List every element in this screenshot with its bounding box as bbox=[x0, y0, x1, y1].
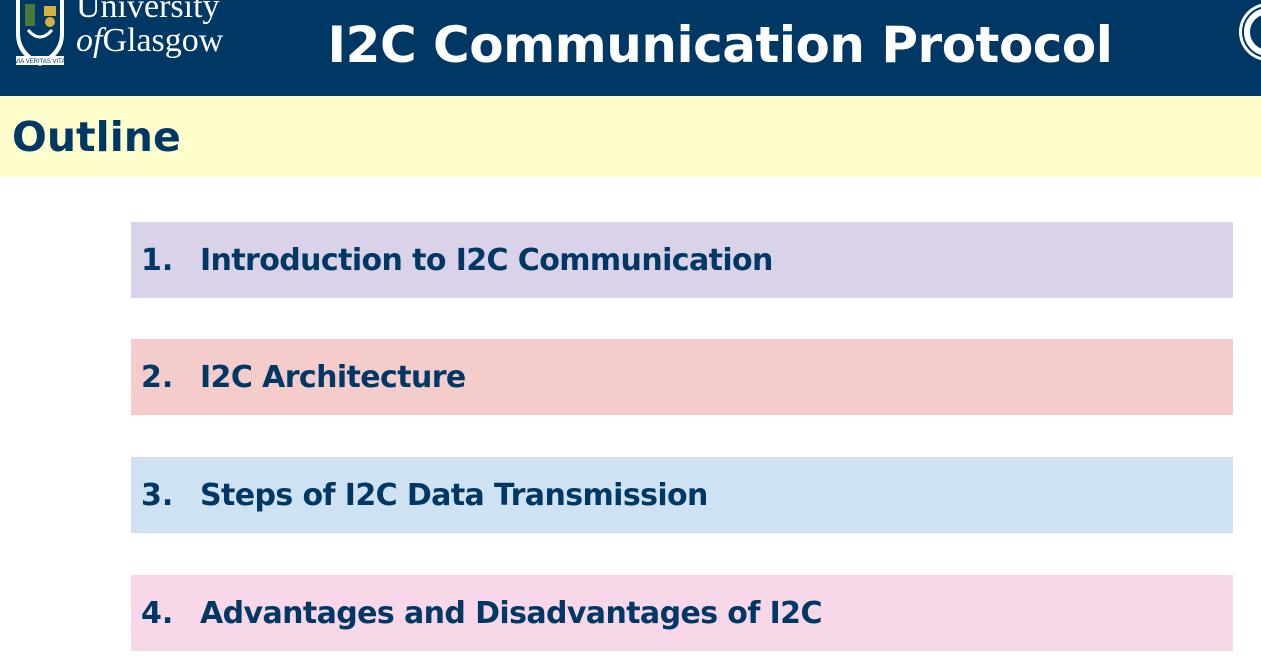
outline-item-label: Advantages and Disadvantages of I2C bbox=[200, 595, 822, 631]
outline-title: Outline bbox=[12, 113, 181, 161]
outline-heading-bar: Outline bbox=[0, 96, 1261, 177]
outline-item-label: Introduction to I2C Communication bbox=[200, 242, 773, 278]
outline-item-label: Steps of I2C Data Transmission bbox=[200, 477, 708, 513]
university-crest-icon: VIA VERITAS VITA bbox=[15, 0, 66, 66]
seal-icon bbox=[1239, 3, 1261, 61]
header-bar: VIA VERITAS VITA University ofGlasgow I2… bbox=[0, 0, 1261, 96]
page-title: I2C Communication Protocol bbox=[327, 16, 1113, 74]
outline-item-2: 2. I2C Architecture bbox=[131, 339, 1233, 415]
outline-item-1: 1. Introduction to I2C Communication bbox=[131, 222, 1233, 298]
wordmark-of: of bbox=[76, 22, 103, 59]
outline-item-3: 3. Steps of I2C Data Transmission bbox=[131, 457, 1233, 533]
outline-item-number: 4. bbox=[141, 595, 174, 631]
outline-item-number: 2. bbox=[141, 359, 174, 395]
outline-item-4: 4. Advantages and Disadvantages of I2C bbox=[131, 575, 1233, 651]
university-logo: VIA VERITAS VITA University ofGlasgow bbox=[6, 0, 266, 72]
crest-motto: VIA VERITAS VITA bbox=[15, 59, 66, 65]
wordmark-line1: University bbox=[76, 0, 220, 25]
university-wordmark: University ofGlasgow bbox=[76, 0, 223, 58]
outline-item-number: 1. bbox=[141, 242, 174, 278]
outline-item-number: 3. bbox=[141, 477, 174, 513]
outline-item-label: I2C Architecture bbox=[200, 359, 466, 395]
wordmark-line2: Glasgow bbox=[102, 22, 224, 59]
